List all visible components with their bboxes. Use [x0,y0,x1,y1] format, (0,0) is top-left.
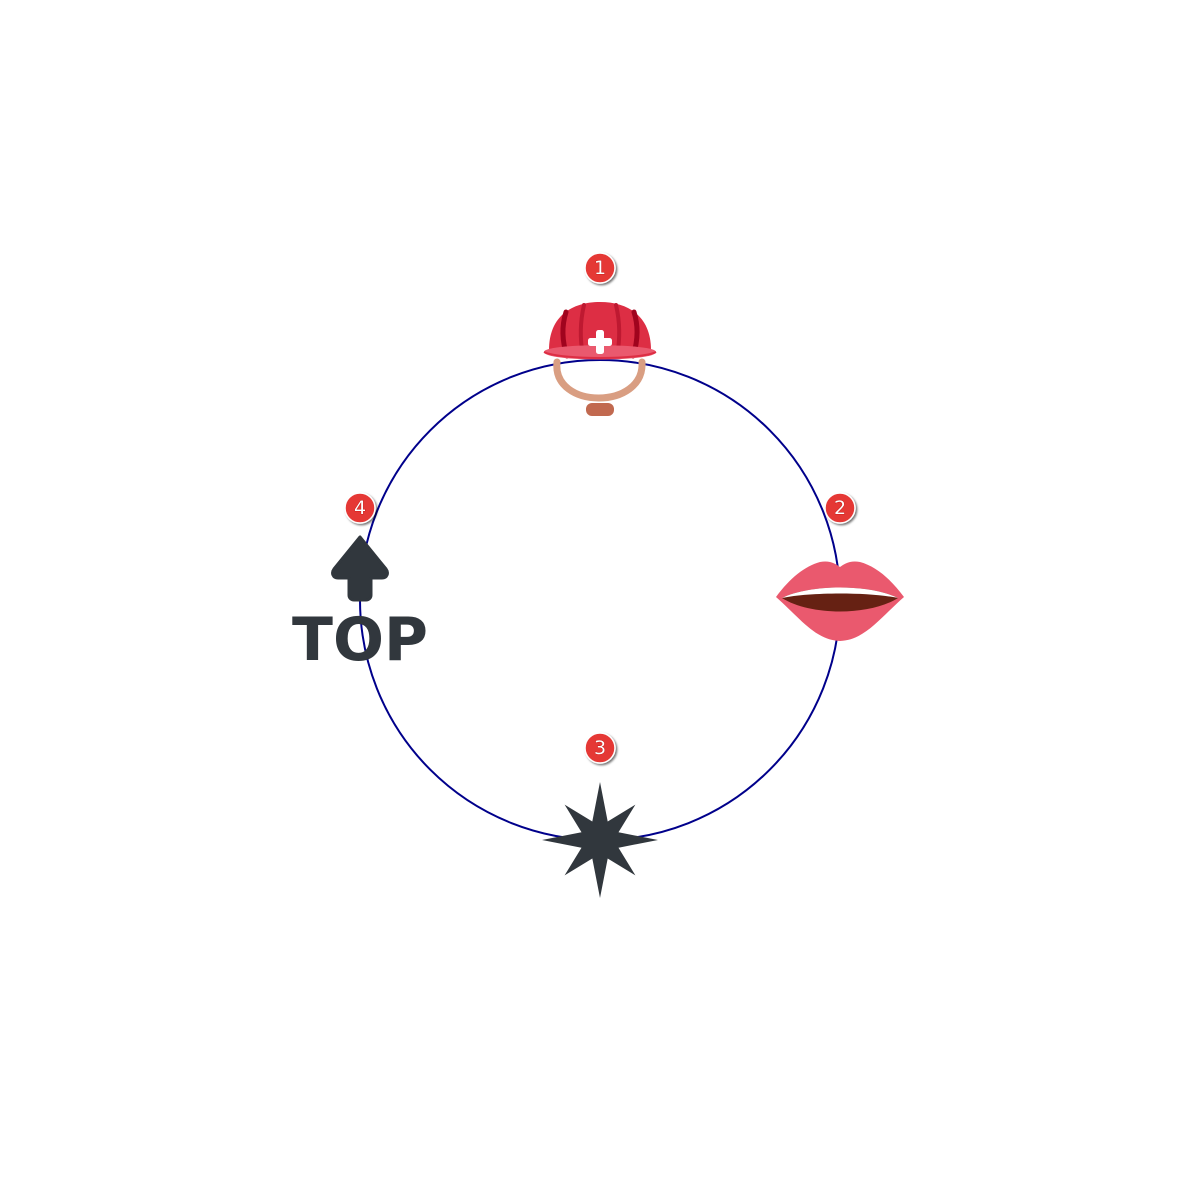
badge-2-number: 2 [834,497,846,519]
top-arrow-icon: TOP [292,535,428,675]
node-2: 2 [776,492,904,641]
badge-1: 1 [584,252,616,284]
node-4: TOP 4 [292,492,428,675]
node-1: 1 [543,252,657,416]
eight-pointed-star-icon [542,782,658,898]
badge-3-number: 3 [594,737,606,759]
badge-4: 4 [344,492,376,524]
top-label: TOP [292,605,428,675]
badge-3: 3 [584,732,616,764]
badge-2: 2 [824,492,856,524]
rescue-worker-helmet-icon [543,302,657,416]
mouth-icon [776,561,904,641]
badge-1-number: 1 [594,257,606,279]
cycle-ring [359,359,841,841]
badge-4-number: 4 [354,497,366,519]
node-3: 3 [542,732,658,898]
